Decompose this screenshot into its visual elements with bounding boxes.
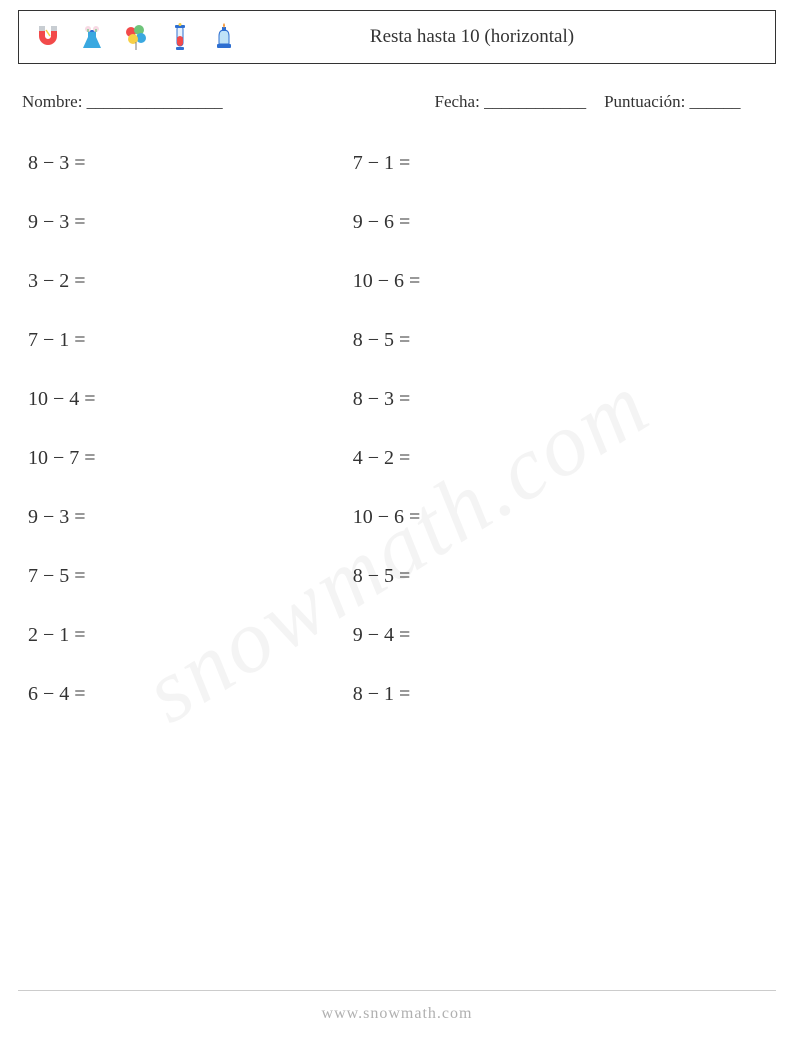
- problems-col-1: 8 − 3 = 9 − 3 = 3 − 2 = 7 − 1 = 10 − 4 = 10 −…: [28, 152, 353, 706]
- alcohol-lamp-icon: [207, 20, 241, 54]
- footer-url: www.snowmath.com: [0, 1005, 794, 1023]
- problem: 10 − 7 =: [28, 447, 353, 470]
- problem: 8 − 5 =: [353, 329, 678, 352]
- problem: 8 − 3 =: [353, 388, 678, 411]
- header-icons: [31, 20, 241, 54]
- worksheet-title: Resta hasta 10 (horizontal): [241, 26, 763, 48]
- problem: 8 − 1 =: [353, 683, 678, 706]
- test-tube-icon: [163, 20, 197, 54]
- problem: 9 − 4 =: [353, 624, 678, 647]
- problems-area: 8 − 3 = 9 − 3 = 3 − 2 = 7 − 1 = 10 − 4 = 10 −…: [18, 152, 776, 706]
- problem: 2 − 1 =: [28, 624, 353, 647]
- problem: 9 − 3 =: [28, 506, 353, 529]
- magnet-icon: [31, 20, 65, 54]
- problem: 3 − 2 =: [28, 270, 353, 293]
- score-field: Puntuación: ______: [604, 92, 740, 112]
- problem: 4 − 2 =: [353, 447, 678, 470]
- worksheet-page: snowmath.com: [0, 0, 794, 1053]
- name-field: Nombre: ________________: [22, 92, 435, 112]
- problem: 7 − 5 =: [28, 565, 353, 588]
- problem: 7 − 1 =: [353, 152, 678, 175]
- problem: 10 − 6 =: [353, 270, 678, 293]
- problem: 6 − 4 =: [28, 683, 353, 706]
- info-row: Nombre: ________________ Fecha: ________…: [18, 92, 776, 112]
- problem: 10 − 4 =: [28, 388, 353, 411]
- problem: 8 − 5 =: [353, 565, 678, 588]
- problem: 7 − 1 =: [28, 329, 353, 352]
- problems-col-2: 7 − 1 = 9 − 6 = 10 − 6 = 8 − 5 = 8 − 3 = 4 − …: [353, 152, 678, 706]
- header-box: Resta hasta 10 (horizontal): [18, 10, 776, 64]
- problem: 8 − 3 =: [28, 152, 353, 175]
- problem: 10 − 6 =: [353, 506, 678, 529]
- footer-divider: [18, 990, 776, 991]
- flask-flower-icon: [75, 20, 109, 54]
- problem: 9 − 3 =: [28, 211, 353, 234]
- problem: 9 − 6 =: [353, 211, 678, 234]
- date-field: Fecha: ____________: [435, 92, 587, 112]
- balloons-icon: [119, 20, 153, 54]
